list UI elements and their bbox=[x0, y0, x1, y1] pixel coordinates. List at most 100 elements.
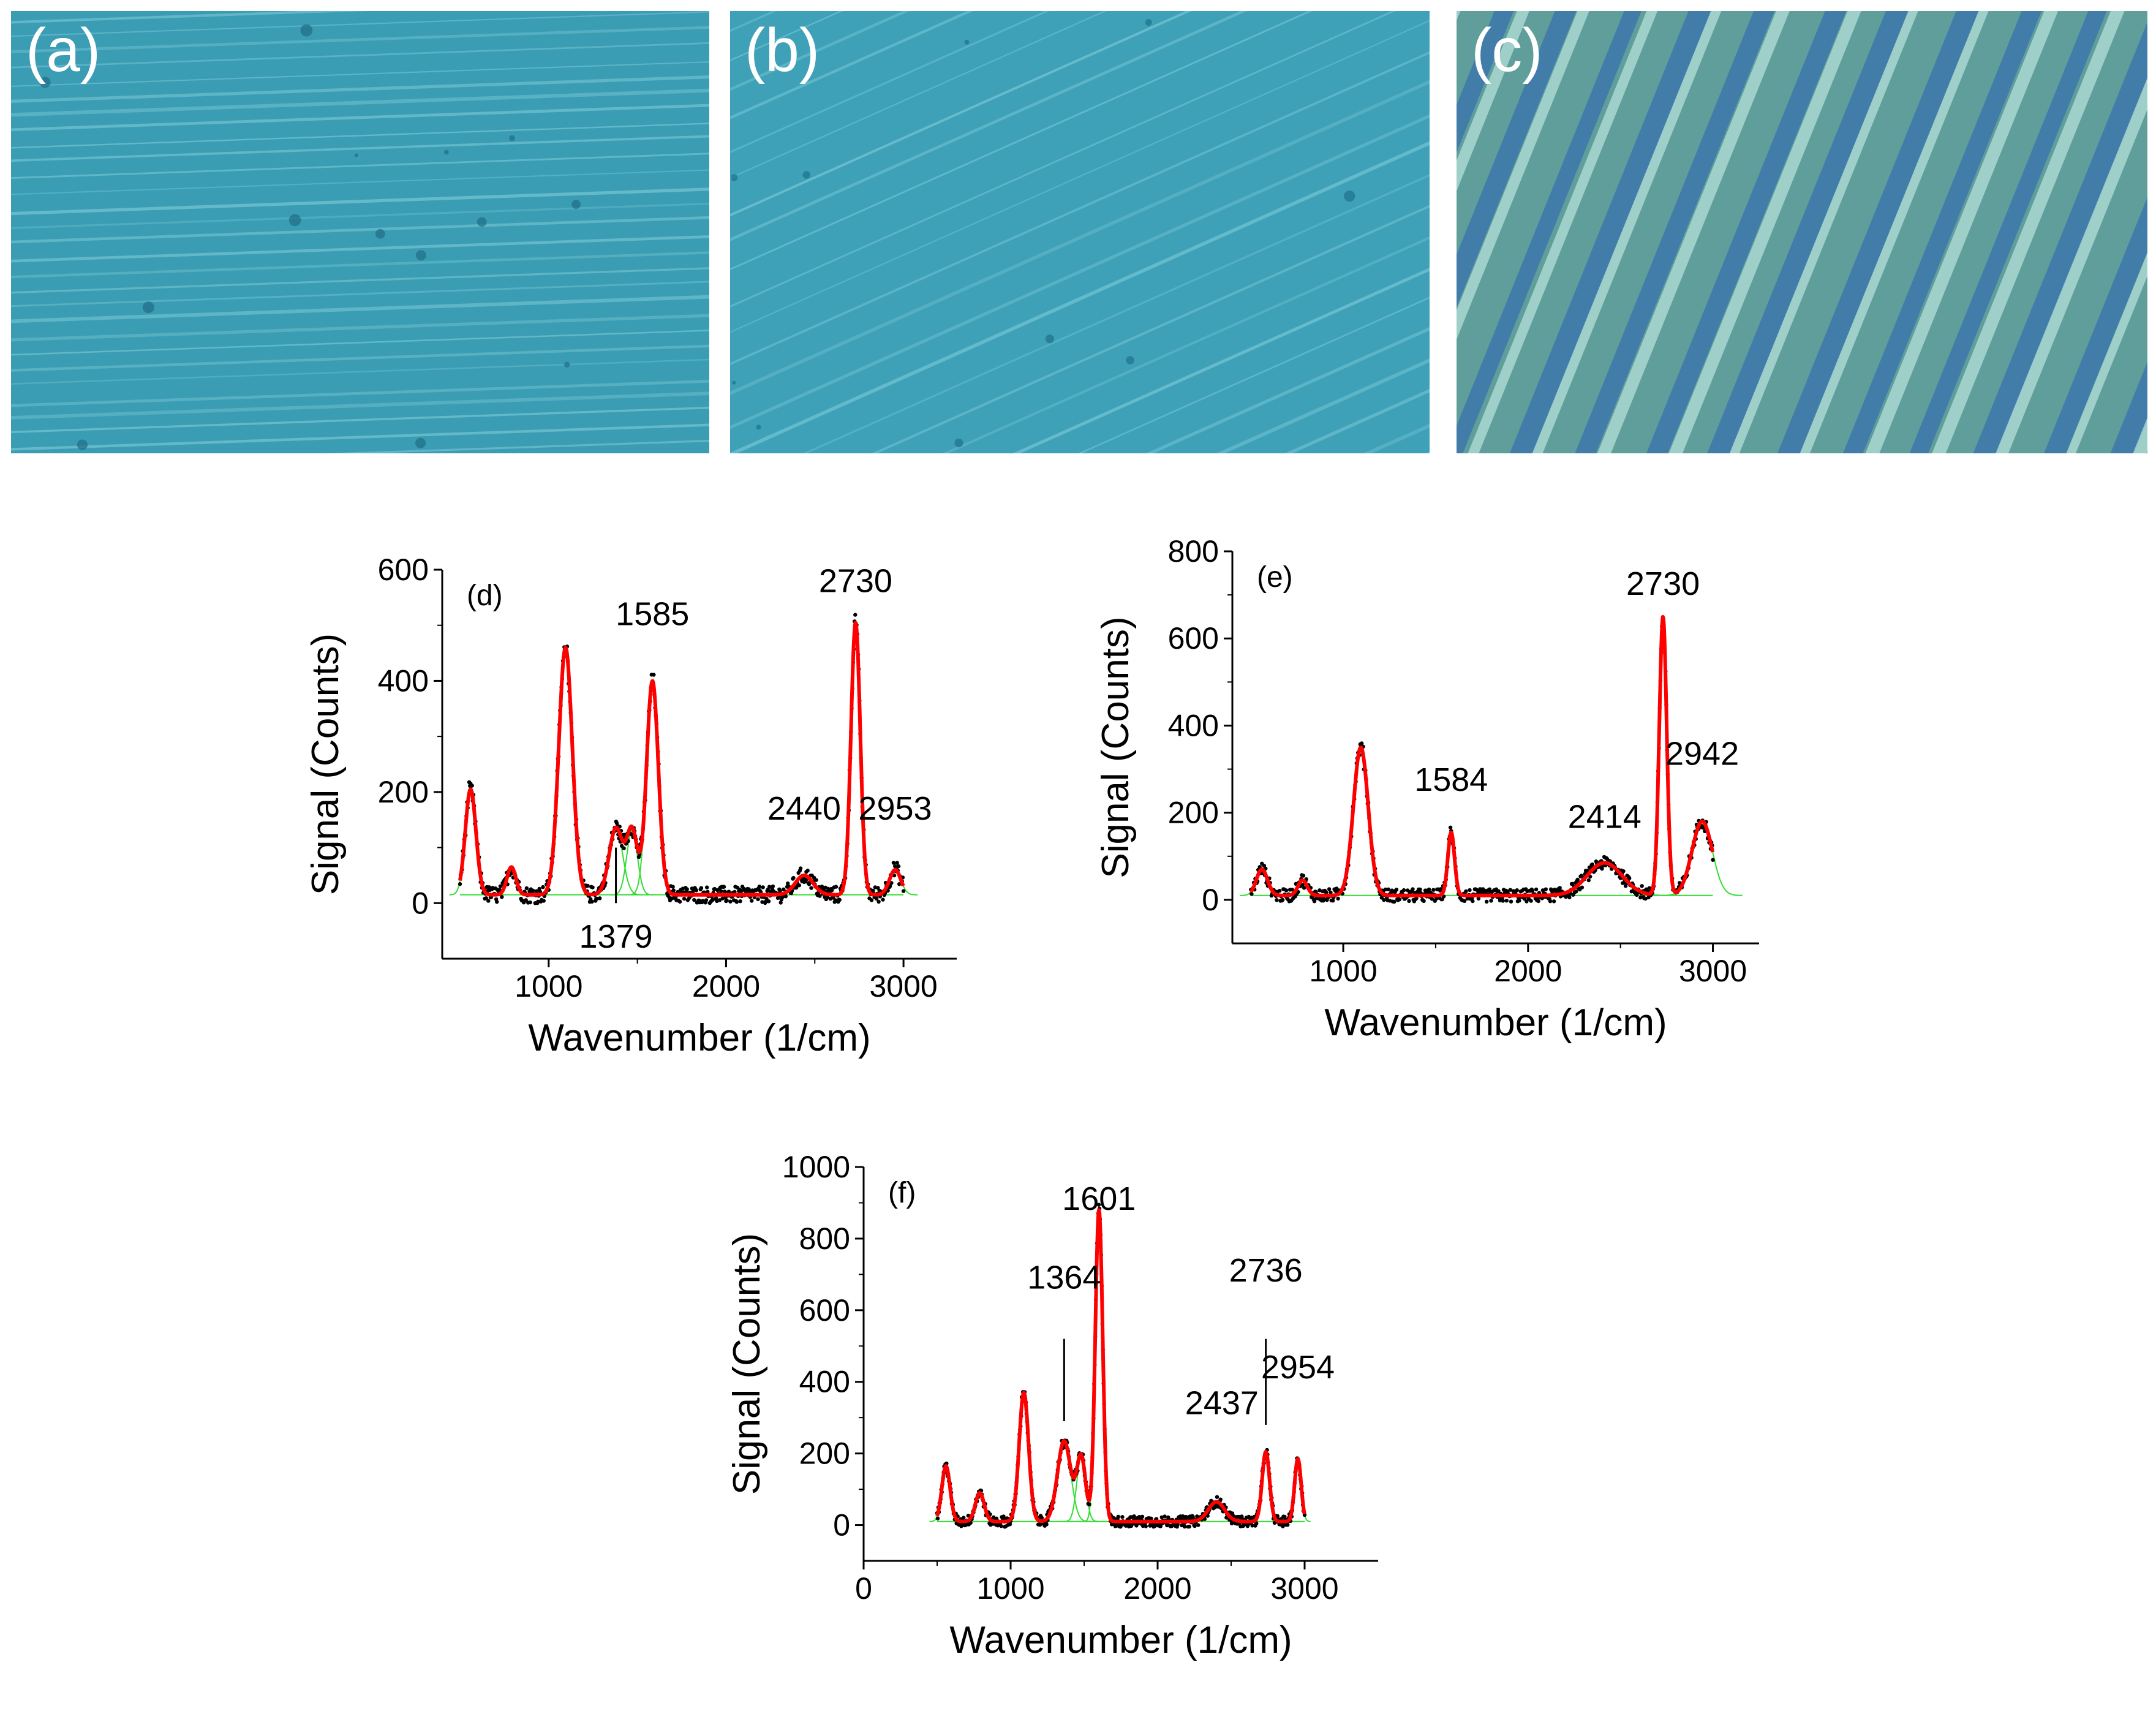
data-point bbox=[896, 864, 901, 869]
data-point bbox=[1534, 887, 1539, 892]
data-point bbox=[1144, 1524, 1148, 1528]
micrograph-stripe-light bbox=[1549, 11, 2096, 453]
peak-label: 1364 bbox=[1027, 1259, 1101, 1296]
data-point bbox=[818, 894, 822, 898]
y-tick-label: 1000 bbox=[782, 1150, 850, 1184]
data-point bbox=[652, 673, 656, 677]
data-point bbox=[782, 887, 786, 892]
micrograph-streak bbox=[730, 11, 1430, 378]
data-point bbox=[699, 886, 704, 890]
data-point bbox=[1468, 888, 1472, 893]
data-point bbox=[682, 896, 687, 901]
y-tick-label: 0 bbox=[1202, 883, 1219, 917]
micrograph-streak bbox=[730, 11, 1430, 421]
data-point bbox=[826, 886, 831, 891]
data-point bbox=[1407, 899, 1411, 904]
peak-label: 2730 bbox=[1626, 565, 1700, 602]
data-point bbox=[1397, 897, 1401, 902]
data-point bbox=[733, 889, 737, 894]
x-tick-label: 3000 bbox=[1270, 1571, 1338, 1606]
data-point bbox=[725, 898, 729, 903]
micrograph-spot bbox=[564, 361, 570, 368]
micrograph-a: (a) bbox=[11, 11, 709, 453]
micrograph-streak bbox=[730, 11, 1430, 327]
data-point bbox=[1322, 897, 1326, 901]
micrograph-spot bbox=[1126, 356, 1134, 364]
data-point bbox=[706, 889, 710, 894]
peak-label: 2953 bbox=[858, 790, 932, 827]
micrograph-b-label: (b) bbox=[745, 16, 820, 85]
micrograph-streak bbox=[11, 11, 709, 47]
data-point bbox=[1476, 896, 1481, 901]
data-point bbox=[1600, 866, 1604, 871]
data-point bbox=[1405, 888, 1410, 893]
x-tick-label: 3000 bbox=[1679, 954, 1747, 988]
data-point bbox=[541, 899, 546, 903]
data-point bbox=[728, 899, 733, 904]
data-point bbox=[1640, 884, 1644, 888]
micrograph-streaks bbox=[1457, 11, 2147, 453]
data-point bbox=[1629, 889, 1634, 894]
micrograph-streak bbox=[11, 14, 709, 64]
y-tick-label: 400 bbox=[799, 1365, 850, 1399]
data-point bbox=[901, 889, 906, 893]
data-point bbox=[1509, 899, 1513, 904]
micrograph-background bbox=[11, 11, 709, 453]
micrograph-c-texture bbox=[1457, 11, 2147, 453]
data-point bbox=[891, 861, 896, 865]
peak-label: 2942 bbox=[1665, 735, 1739, 772]
micrograph-streak bbox=[730, 11, 1430, 453]
micrograph-stripe-light bbox=[1777, 11, 2147, 453]
data-point bbox=[1275, 898, 1279, 902]
data-point bbox=[756, 897, 760, 902]
peak-label: 2954 bbox=[1261, 1349, 1335, 1386]
data-point bbox=[761, 885, 765, 889]
fit-curve bbox=[1249, 614, 1715, 897]
peak-label: 2736 bbox=[1229, 1252, 1303, 1289]
data-point bbox=[1530, 889, 1535, 893]
peak-label: 2440 bbox=[767, 790, 841, 827]
data-point bbox=[586, 883, 590, 888]
data-point bbox=[895, 861, 899, 865]
data-point bbox=[1262, 864, 1267, 868]
data-point bbox=[1250, 1524, 1254, 1528]
peak-component bbox=[1084, 1208, 1114, 1522]
data-point bbox=[1471, 899, 1475, 904]
data-point bbox=[531, 888, 535, 893]
data-point bbox=[1158, 1524, 1163, 1528]
data-point bbox=[1394, 888, 1399, 892]
data-point bbox=[590, 885, 595, 889]
micrograph-stripe-dark bbox=[1646, 11, 2147, 453]
data-point bbox=[1586, 878, 1591, 883]
micrograph-stripe-dark bbox=[1457, 11, 1749, 453]
micrograph-streak bbox=[11, 380, 709, 431]
data-point bbox=[1278, 888, 1282, 893]
peak-label: 1379 bbox=[579, 918, 653, 955]
micrograph-streak bbox=[730, 11, 1430, 453]
data-point bbox=[966, 1514, 971, 1518]
data-point bbox=[1462, 899, 1467, 904]
micrograph-streak bbox=[730, 11, 1430, 427]
data-point bbox=[458, 882, 462, 886]
x-tick-label: 2000 bbox=[1494, 954, 1562, 988]
micrograph-streak bbox=[730, 13, 1430, 453]
data-point bbox=[869, 898, 874, 902]
micrograph-streak bbox=[730, 174, 1430, 453]
micrograph-stripe-light bbox=[1609, 11, 2147, 453]
peak-component bbox=[628, 679, 676, 896]
micrograph-spot bbox=[1344, 190, 1355, 202]
data-point bbox=[1387, 899, 1392, 903]
micrograph-streak bbox=[730, 96, 1430, 453]
y-tick-label: 0 bbox=[833, 1508, 850, 1543]
peak-component bbox=[449, 788, 492, 896]
data-point bbox=[1140, 1514, 1145, 1519]
micrograph-stripe-light bbox=[1457, 11, 1986, 453]
micrograph-stripe-light bbox=[1723, 11, 2147, 453]
data-point bbox=[470, 784, 474, 788]
micrograph-spot bbox=[732, 380, 736, 385]
micrograph-spot bbox=[756, 425, 761, 430]
micrograph-spot bbox=[444, 149, 449, 155]
data-point bbox=[1431, 888, 1436, 892]
micrograph-stripe-dark bbox=[1819, 11, 2147, 453]
data-point bbox=[1317, 888, 1322, 893]
